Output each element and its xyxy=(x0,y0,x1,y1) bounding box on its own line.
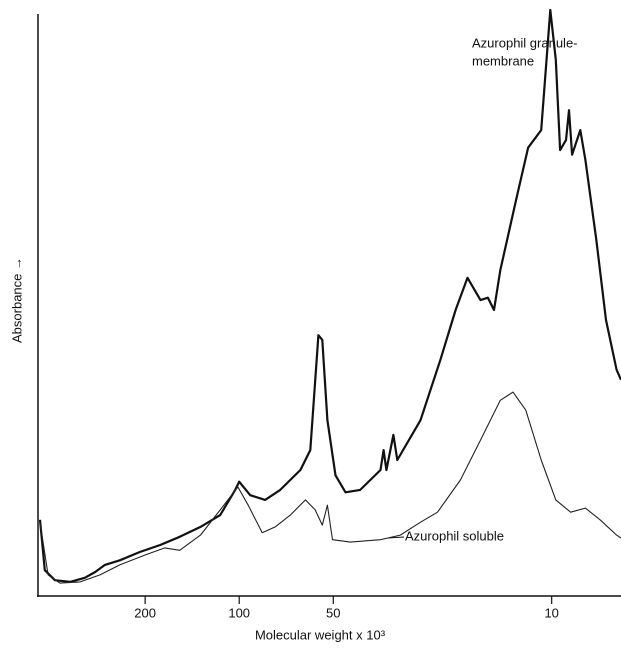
x-tick-label: 10 xyxy=(544,605,558,620)
annotation: Azurophil granule- xyxy=(472,35,578,50)
x-tick-label: 50 xyxy=(326,605,340,620)
x-tick-label: 200 xyxy=(134,605,156,620)
annotation: membrane xyxy=(472,53,534,68)
x-axis-label: Molecular weight x 10³ xyxy=(255,627,386,642)
x-tick-label: 100 xyxy=(228,605,250,620)
line-series xyxy=(38,8,621,583)
annotation: Azurophil soluble xyxy=(405,528,504,543)
line-series xyxy=(39,391,621,584)
y-axis-label: Absorbance → xyxy=(9,257,24,343)
